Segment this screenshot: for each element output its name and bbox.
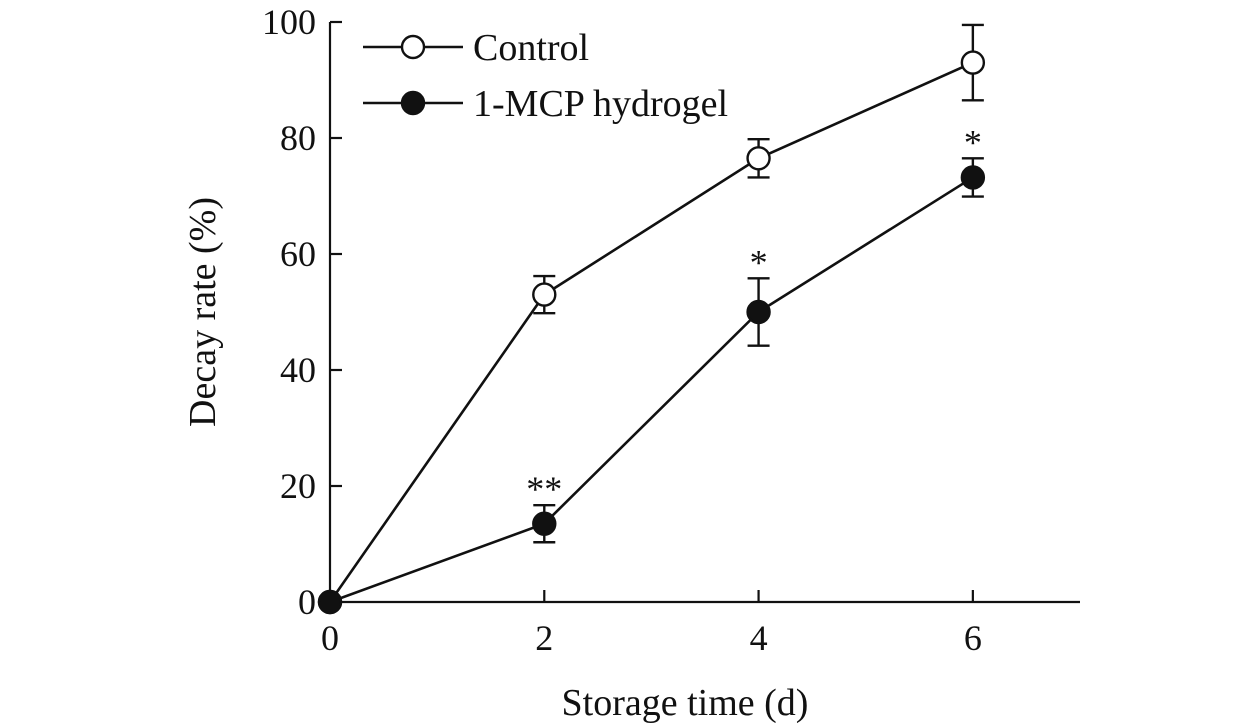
legend-label: 1-MCP hydrogel xyxy=(473,83,728,125)
y-ticks: 0 20 40 60 80 100 xyxy=(262,2,342,622)
hydrogel-point xyxy=(317,589,343,615)
y-axis-title: Decay rate (%) xyxy=(182,197,224,427)
x-tick-label: 2 xyxy=(535,618,553,658)
series-line-hydrogel xyxy=(329,176,974,604)
y-tick-label: 40 xyxy=(280,350,316,390)
axes xyxy=(328,22,1080,604)
y-tick-label: 100 xyxy=(262,2,316,42)
x-tick-label: 4 xyxy=(750,618,768,658)
significance-label: * xyxy=(750,242,768,282)
hydrogel-point xyxy=(746,299,771,325)
x-axis-title: Storage time (d) xyxy=(562,682,809,724)
x-tick-label: 6 xyxy=(964,618,982,658)
x-tick-label: 0 xyxy=(321,618,339,658)
y-tick-label: 20 xyxy=(280,466,316,506)
y-tick-label: 80 xyxy=(280,118,316,158)
significance-label: ** xyxy=(526,469,562,509)
control-point xyxy=(960,50,986,75)
legend: Control 1-MCP hydrogel xyxy=(363,27,728,125)
plot-area: **** xyxy=(317,23,986,615)
hydrogel-point xyxy=(532,511,557,536)
significance-label: * xyxy=(964,122,982,162)
control-point xyxy=(532,282,557,307)
legend-marker xyxy=(400,34,426,60)
control-point xyxy=(746,146,771,171)
x-ticks: 0 2 4 6 xyxy=(321,590,982,658)
y-tick-label: 60 xyxy=(280,234,316,274)
legend-marker xyxy=(400,90,426,116)
y-tick-label: 0 xyxy=(298,582,316,622)
legend-label: Control xyxy=(473,27,589,69)
series-line-control xyxy=(328,61,974,603)
hydrogel-point xyxy=(960,165,986,190)
